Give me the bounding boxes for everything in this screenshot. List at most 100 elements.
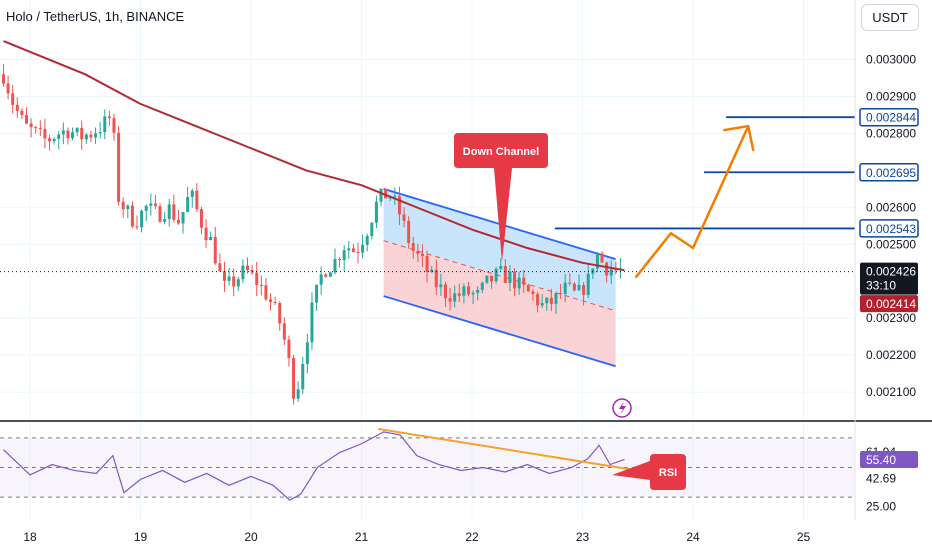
candle-body [531,291,535,295]
candle-body [255,272,259,286]
candle-body [407,220,411,244]
candle-body [103,116,107,133]
candle-body [310,302,314,343]
candle-body [467,286,471,295]
rsi-divergence-line [377,427,632,471]
candle-body [526,284,530,292]
price-tick-label: 0.002100 [866,385,916,399]
price-tick-label: 0.002800 [866,126,916,140]
candle-body [471,292,475,295]
candle-body [545,297,549,304]
channel-callout-bubble [454,133,548,262]
candle-body [66,130,70,139]
rsi-tick-label: 25.00 [866,500,896,514]
candle-body [522,277,526,285]
time-tick-label: 24 [686,530,700,544]
candle-body [296,389,300,399]
target-lines [554,116,855,230]
candle-body [430,269,434,272]
candle-body [153,203,157,207]
candle-body [563,282,567,295]
time-tick-label: 22 [465,530,479,544]
candle-body [577,285,581,291]
candle-body [351,248,355,252]
candle-body [292,358,296,399]
candle-body [402,214,406,221]
candle-body [259,285,263,287]
channel-upper-fill [383,188,616,311]
candle-body [333,259,337,273]
candle-body [397,196,401,215]
candle-body [43,128,47,139]
candle-body [278,302,282,324]
candle-body [328,272,332,277]
candle-body [98,132,102,134]
candle-body [448,298,452,302]
forecast-arrowhead [723,124,755,152]
candle-body [163,218,167,222]
target-label-1-text: 0.002543 [866,222,916,236]
candle-body [273,302,277,304]
candle-body [167,204,171,219]
candle-body [186,196,190,213]
candle-body [434,269,438,288]
price-tick-label: 0.002500 [866,237,916,251]
time-tick-label: 20 [244,530,258,544]
candle-body [370,222,374,237]
candle-body [287,339,291,359]
candle-body [172,204,176,220]
candle-body [80,127,84,140]
candle-body [315,284,319,303]
candle-body [218,263,222,272]
candle-body [107,116,111,119]
rsi-value-label-text: 55.40 [866,453,896,467]
candle-body [269,299,273,303]
candle-body [209,237,213,241]
candle-body [453,293,457,302]
candle-body [94,133,98,138]
candle-body [195,190,199,210]
candle-body [1,74,5,84]
candle-body [84,134,88,140]
time-tick-label: 21 [355,530,369,544]
rsi-pane: RSI [0,420,932,501]
candle-body [6,83,10,94]
candle-body [181,212,185,224]
candle-body [25,115,29,124]
price-tick-label: 0.002600 [866,200,916,214]
target-label-2-box [859,163,919,182]
currency-button[interactable]: USDT [861,4,919,31]
candle-body [480,282,484,290]
candle-body [121,201,125,210]
time-tick-label: 23 [576,530,590,544]
candle-body [112,118,116,133]
candle-body [536,294,540,306]
candle-body [379,188,383,202]
candle-body [190,190,194,197]
price-tick-label: 0.002300 [866,311,916,325]
candle-body [71,132,75,139]
target-label-2-text: 0.002695 [866,166,916,180]
candle-body [439,284,443,288]
forecast-line [634,125,750,279]
candle-body [476,289,480,293]
candle-body [144,205,148,211]
candle-body [457,293,461,296]
candle-body [356,251,360,253]
candle-body [338,259,342,261]
bid-price-label-text: 0.002414 [866,297,916,311]
candle-body [158,206,162,222]
candle-body [554,293,558,304]
candle-body [374,201,378,223]
candle-body [130,205,134,227]
candle-body [420,253,424,257]
channel-lower-line [383,295,616,368]
price-tick-label: 0.003000 [866,53,916,67]
candle-body [582,285,586,296]
target-label-1-box [859,219,919,238]
candle-body [140,210,144,228]
candle-body [365,236,369,245]
